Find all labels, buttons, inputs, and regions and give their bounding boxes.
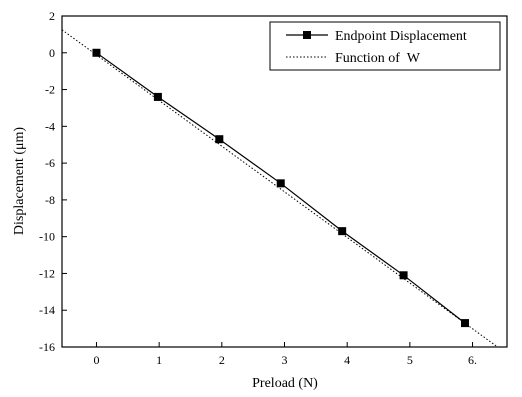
y-tick-label: -4 <box>45 119 55 133</box>
endpoint-displacement-point <box>338 227 347 236</box>
endpoint-displacement-point <box>276 179 285 188</box>
legend-marker-endpoint <box>303 31 311 39</box>
legend: Endpoint Displacement Function of W <box>269 21 501 71</box>
x-tick-label: 2 <box>219 353 225 367</box>
axis-ticks: 0 1 2 3 4 5 6. 2 0 -2 -4 -6 -8 -10 -12 -14 -16 <box>39 9 477 367</box>
y-tick-label: 2 <box>49 9 55 23</box>
plot-area-frame <box>61 15 508 348</box>
endpoint-displacement-line <box>96 52 466 324</box>
y-tick-label: -2 <box>45 83 55 97</box>
x-tick-label: 6. <box>468 353 477 367</box>
endpoint-displacement-point <box>215 135 224 144</box>
y-tick-label: -8 <box>45 193 55 207</box>
endpoint-displacement-point <box>153 92 162 101</box>
legend-label-endpoint: Endpoint Displacement <box>335 29 467 44</box>
y-tick-label: -14 <box>39 303 55 317</box>
function-of-w-line <box>62 29 498 347</box>
y-tick-label: -6 <box>45 156 55 170</box>
endpoint-displacement-point <box>92 48 101 57</box>
legend-label-function: Function of W <box>335 51 421 66</box>
marker-layer <box>92 48 470 328</box>
x-tick-label: 4 <box>344 353 350 367</box>
x-axis-title: Preload (N) <box>252 376 318 391</box>
x-tick-label: 1 <box>156 353 162 367</box>
y-tick-label: -12 <box>39 266 55 280</box>
y-tick-label: -10 <box>39 230 55 244</box>
y-axis-title: Displacement (μm) <box>12 127 27 236</box>
endpoint-displacement-point <box>399 271 408 280</box>
series-layer <box>62 29 498 347</box>
y-tick-label: -16 <box>39 340 55 354</box>
x-tick-label: 0 <box>93 353 99 367</box>
x-tick-label: 3 <box>282 353 288 367</box>
legend-box <box>269 21 501 71</box>
y-tick-label: 0 <box>49 46 55 60</box>
endpoint-displacement-point <box>461 319 470 328</box>
x-tick-label: 5 <box>407 353 413 367</box>
